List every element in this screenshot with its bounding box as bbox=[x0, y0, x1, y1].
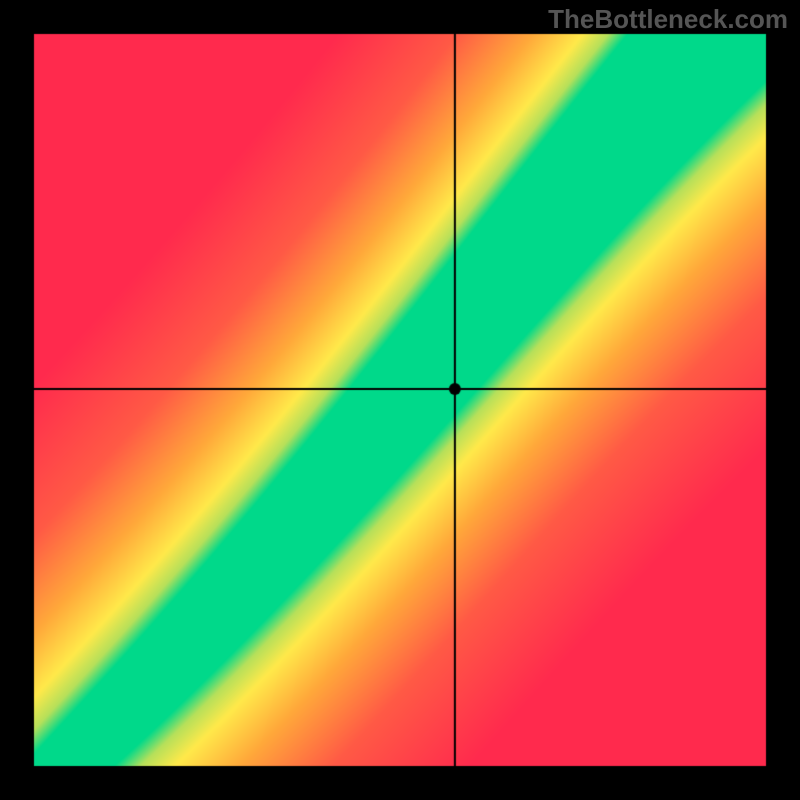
chart-frame: TheBottleneck.com bbox=[0, 0, 800, 800]
bottleneck-heatmap bbox=[0, 0, 800, 800]
watermark-text: TheBottleneck.com bbox=[548, 4, 788, 35]
